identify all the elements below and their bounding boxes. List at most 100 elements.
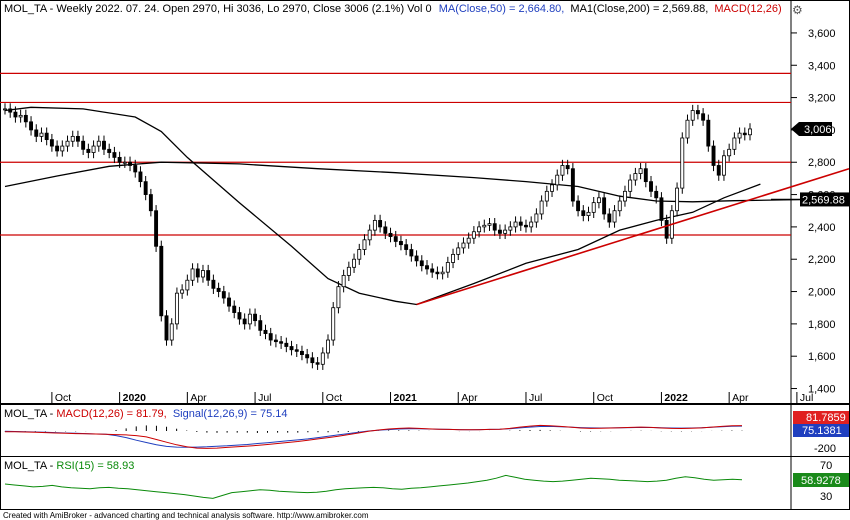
candle-body [60, 145, 65, 152]
date-tick-label: Oct [597, 392, 613, 404]
candle-body [607, 213, 612, 223]
candle-body [23, 114, 28, 123]
candle-body [169, 323, 174, 341]
candle-body [44, 132, 49, 141]
candle-body [195, 268, 200, 278]
rsi-badge-text: 58.9278 [801, 475, 841, 487]
candle-body [643, 168, 648, 183]
candle-body [75, 135, 80, 142]
candle-body [461, 242, 466, 249]
candle-body [466, 237, 471, 244]
ma200-info: MA1(Close,200) = 2,569.88, [570, 3, 708, 15]
candle-body [112, 152, 117, 158]
candle-body [409, 249, 414, 257]
date-tick-label: 2021 [394, 392, 418, 404]
candlestick-series [3, 103, 752, 370]
candle-body [284, 342, 289, 347]
candle-body [357, 249, 362, 260]
rsi-axis-30: 30 [820, 491, 832, 503]
candle-body [503, 229, 508, 234]
candle-body [529, 221, 534, 228]
ma200-badge [800, 192, 849, 207]
candle-body [383, 226, 388, 234]
date-tick-label: Jul [258, 392, 271, 404]
ma200-badge-text: 2,569.88 [802, 194, 845, 206]
candle-body [34, 129, 39, 137]
candle-body [742, 132, 747, 136]
candle-body [378, 220, 383, 228]
candle-body [336, 286, 341, 309]
candle-body [701, 113, 706, 121]
candle-body [154, 210, 159, 247]
candle-body [576, 200, 581, 212]
support-trendline [416, 167, 850, 306]
candle-body [487, 223, 492, 226]
date-tick-label: Apr [732, 392, 749, 404]
candle-body [49, 139, 54, 147]
ma200-line [4, 161, 813, 203]
date-tick-label: Oct [326, 392, 342, 404]
date-tick-label: Apr [461, 392, 478, 404]
candle-body [497, 229, 502, 234]
date-tick-label: Oct [55, 392, 71, 404]
candle-body [435, 271, 440, 275]
candle-body [81, 140, 86, 150]
candle-body [711, 145, 716, 166]
candle-body [638, 168, 643, 174]
candle-body [451, 253, 455, 263]
candle-body [680, 137, 685, 189]
close-price-badge [791, 121, 832, 136]
candle-body [346, 266, 351, 276]
candle-body [690, 110, 695, 121]
candle-body [268, 333, 273, 341]
candle-body [664, 220, 669, 239]
candle-body [117, 156, 122, 163]
candle-body [565, 165, 570, 170]
candle-body [591, 202, 596, 213]
candle-body [96, 140, 101, 147]
candle-body [8, 108, 13, 113]
candle-body [39, 132, 44, 137]
candle-body [206, 270, 211, 281]
candle-body [398, 241, 403, 246]
candle-body [65, 140, 70, 147]
price-tick-label: 2,800 [808, 157, 836, 169]
price-tick-label: 3,600 [808, 28, 836, 40]
candle-body [320, 352, 325, 365]
candle-body [685, 119, 690, 139]
macd-badge: 81.7859 [793, 411, 849, 424]
candle-body [107, 148, 112, 153]
macd-prefix: MOL_TA - [4, 408, 56, 420]
signal-line [4, 425, 743, 448]
price-badges: 3,006 2,569.88 [791, 121, 849, 207]
rsi-header: MOL_TA - RSI(15) = 58.93 [4, 460, 134, 472]
price-tick-label: 3,400 [808, 60, 836, 72]
gear-icon[interactable]: ⚙ [792, 3, 803, 17]
candle-body [216, 287, 221, 292]
candle-body [430, 268, 435, 273]
candle-body [253, 313, 258, 322]
macd-badge-text: 81.7859 [806, 412, 846, 424]
price-header: MOL_TA - Weekly 2022. 07. 24. Open 2970,… [4, 3, 782, 15]
candle-body [232, 305, 237, 313]
symbol-info: MOL_TA - Weekly 2022. 07. 24. Open 2970,… [4, 3, 432, 15]
candle-body [492, 223, 497, 231]
candle-body [388, 232, 393, 237]
macd-line [4, 424, 743, 449]
candle-body [237, 312, 242, 320]
date-tick-label: Jul [800, 392, 813, 404]
candle-body [539, 200, 544, 215]
candle-body [190, 268, 195, 281]
candle-body [305, 354, 310, 359]
macd-series [4, 424, 743, 449]
candle-body [445, 262, 450, 273]
candle-body [294, 349, 299, 352]
candle-body [560, 165, 565, 176]
date-tick-label: Apr [190, 392, 207, 404]
price-panel-frame [0, 0, 850, 404]
macd-value-text: MACD(12,26) = 81.79, [56, 408, 166, 420]
candle-body [263, 329, 268, 334]
price-axis: 3,6003,4003,2003,0002,8002,6002,4002,200… [791, 28, 836, 396]
candle-body [55, 145, 60, 152]
